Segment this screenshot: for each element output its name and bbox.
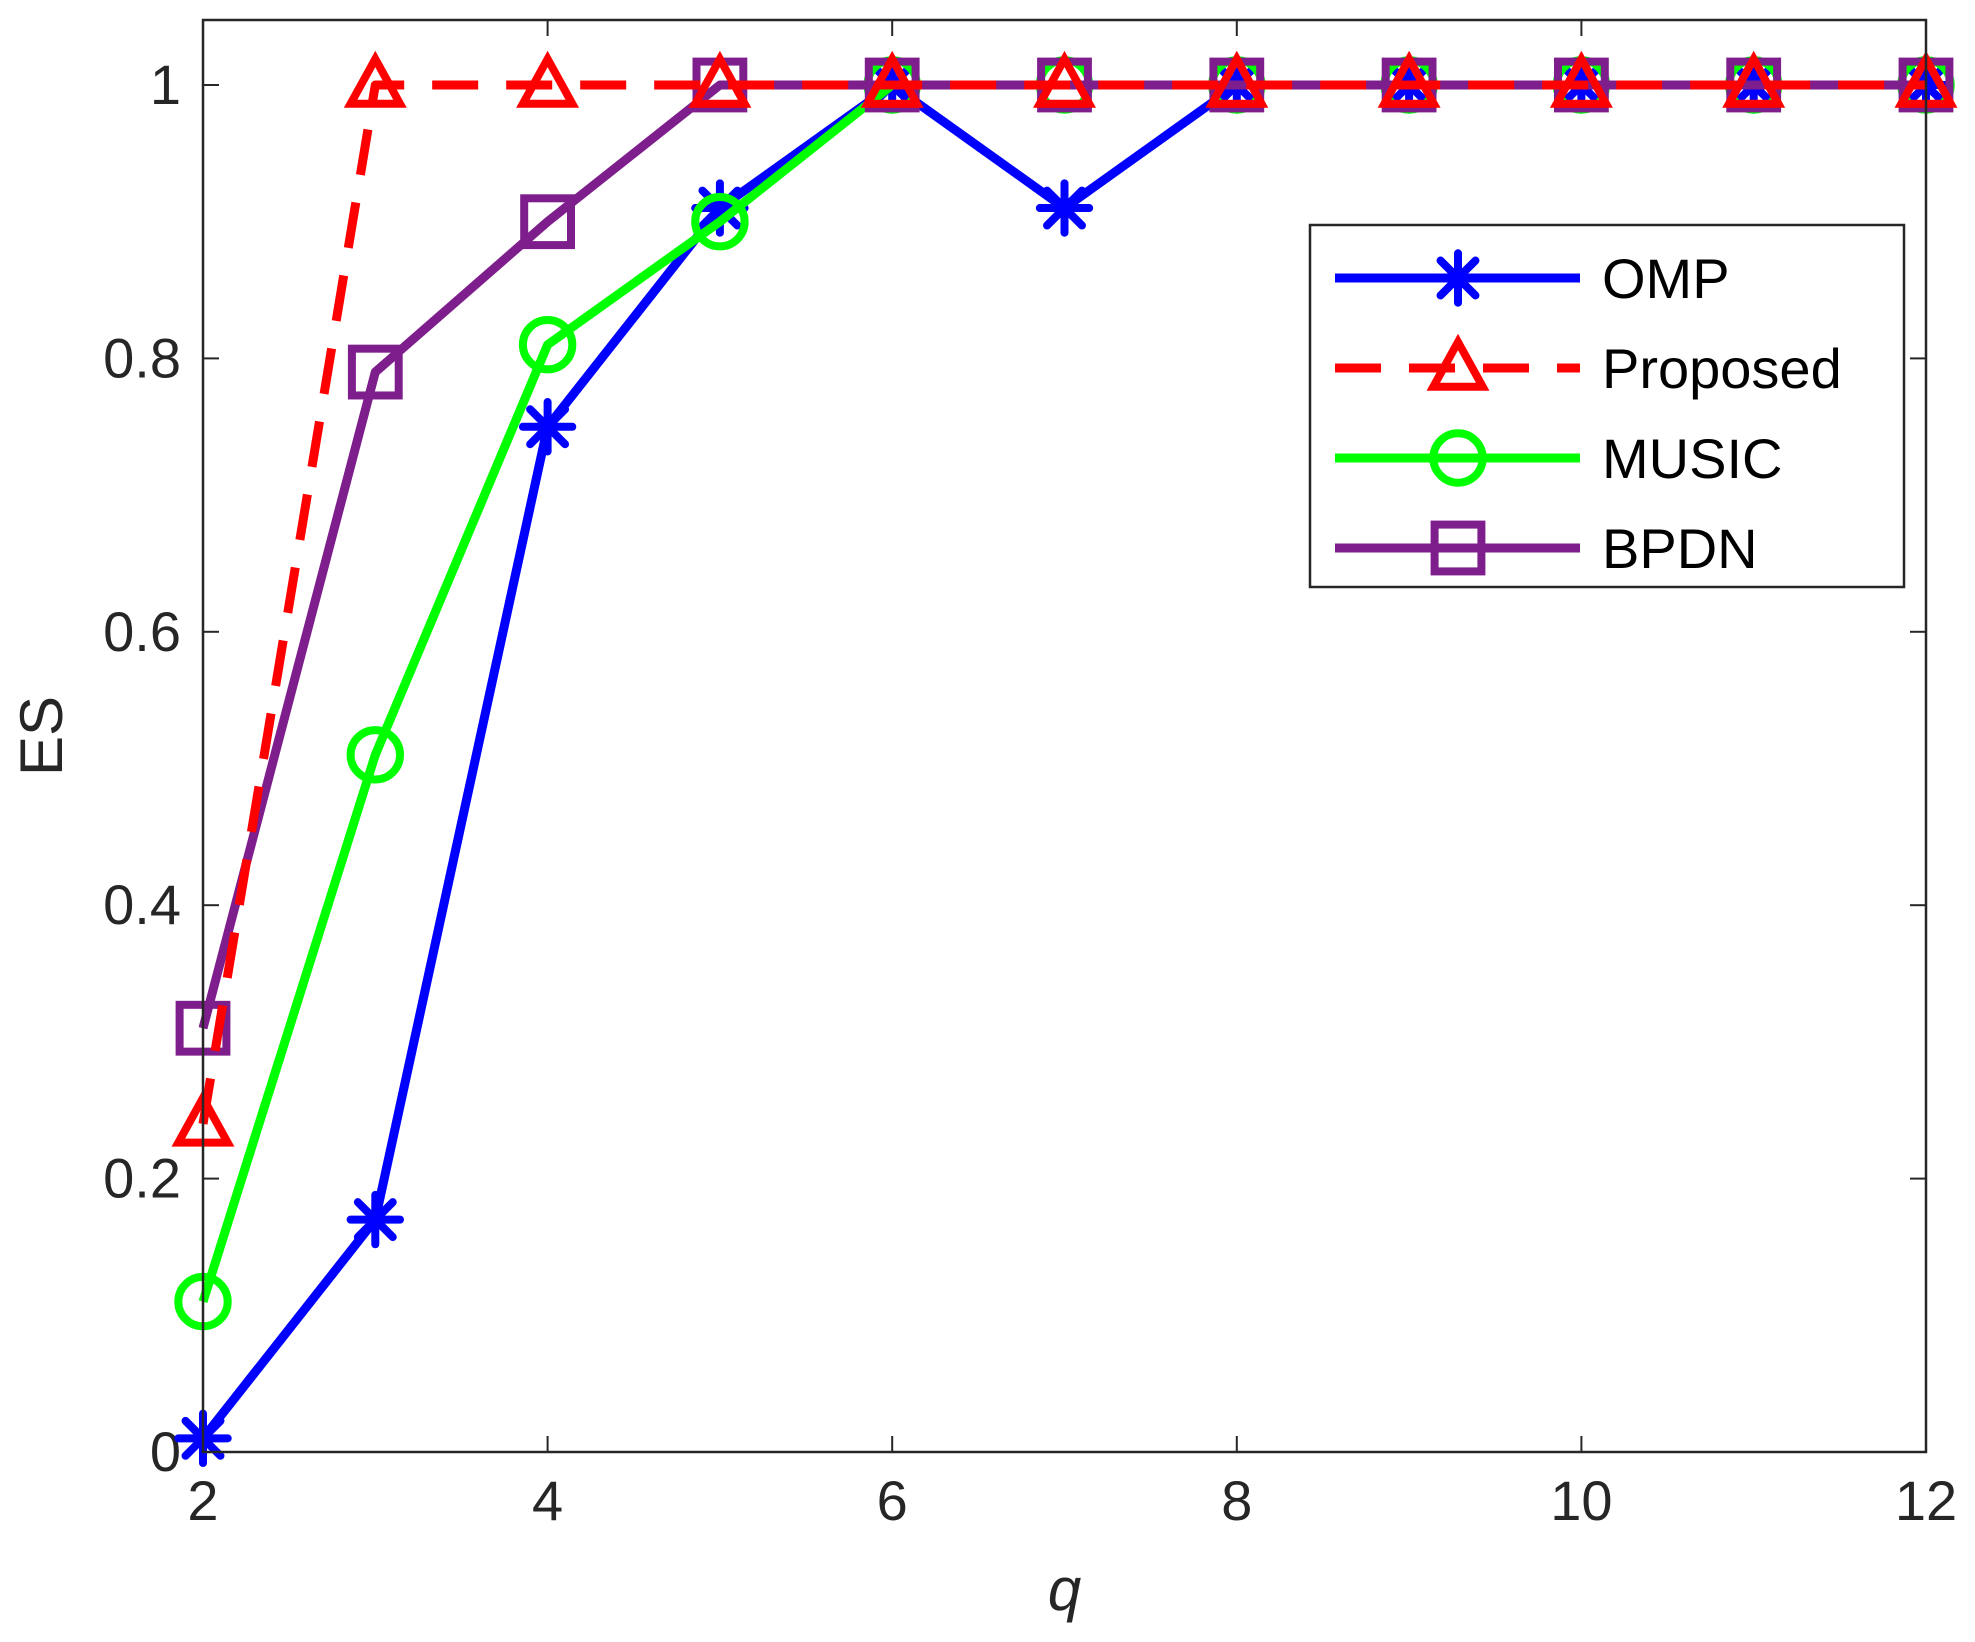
axes: 2 4 6 8 10 12 0 0.2 0.4 0.6 0.8 1: [103, 20, 1957, 1532]
square-marker: [1430, 520, 1486, 576]
legend-item-bpdn: BPDN: [1335, 517, 1758, 580]
x-axis-title: q: [1048, 1556, 1081, 1623]
y-tick-label: 0.4: [103, 873, 181, 936]
legend-label: Proposed: [1602, 337, 1842, 400]
legend: OMP Proposed MUSIC BPDN: [1308, 223, 1906, 589]
triangle-marker: [516, 50, 580, 108]
legend-label: BPDN: [1602, 517, 1758, 580]
circle-marker: [346, 726, 404, 784]
asterisk-marker: [526, 405, 570, 449]
plot-frame: [201, 18, 1928, 1454]
triangle-marker: [1377, 50, 1441, 108]
circle-marker: [518, 316, 577, 374]
circle-marker: [691, 193, 749, 251]
triangle-marker: [1426, 333, 1490, 391]
triangle-marker: [1033, 50, 1096, 108]
square-marker: [520, 194, 576, 250]
triangle-marker: [1722, 50, 1786, 108]
triangle-marker: [688, 50, 752, 108]
series-line: [198, 80, 1926, 1125]
legend-box: [1308, 223, 1906, 589]
circle-marker: [1429, 429, 1487, 487]
x-tick-label: 6: [877, 1469, 908, 1532]
legend-item-omp: OMP: [1335, 247, 1730, 310]
triangle-marker: [343, 50, 407, 108]
y-tick-label: 1: [150, 53, 181, 116]
square-marker: [347, 344, 403, 400]
x-tick-label: 12: [1895, 1469, 1957, 1532]
asterisk-marker: [1043, 186, 1086, 230]
x-tick-label: 10: [1550, 1469, 1612, 1532]
legend-item-music: MUSIC: [1335, 427, 1782, 490]
legend-label: MUSIC: [1602, 427, 1782, 490]
y-tick-label: 0.8: [103, 326, 181, 389]
x-tick-label: 4: [532, 1469, 563, 1532]
triangle-marker: [1549, 50, 1613, 108]
legend-item-proposed: Proposed: [1335, 333, 1842, 400]
asterisk-marker: [1436, 256, 1480, 300]
axes-frame: [201, 18, 1928, 1454]
triangle-marker: [1205, 50, 1269, 108]
y-axis-title: ES: [8, 696, 75, 776]
triangle-marker: [860, 50, 924, 108]
y-tick-label: 0: [150, 1420, 181, 1483]
y-tick-label: 0.2: [103, 1147, 181, 1210]
legend-label: OMP: [1602, 247, 1730, 310]
x-tick-label: 8: [1221, 1469, 1252, 1532]
x-tick-label: 2: [187, 1469, 218, 1532]
asterisk-marker: [353, 1198, 397, 1242]
series-proposed: [171, 50, 1958, 1147]
y-tick-label: 0.6: [103, 600, 181, 663]
